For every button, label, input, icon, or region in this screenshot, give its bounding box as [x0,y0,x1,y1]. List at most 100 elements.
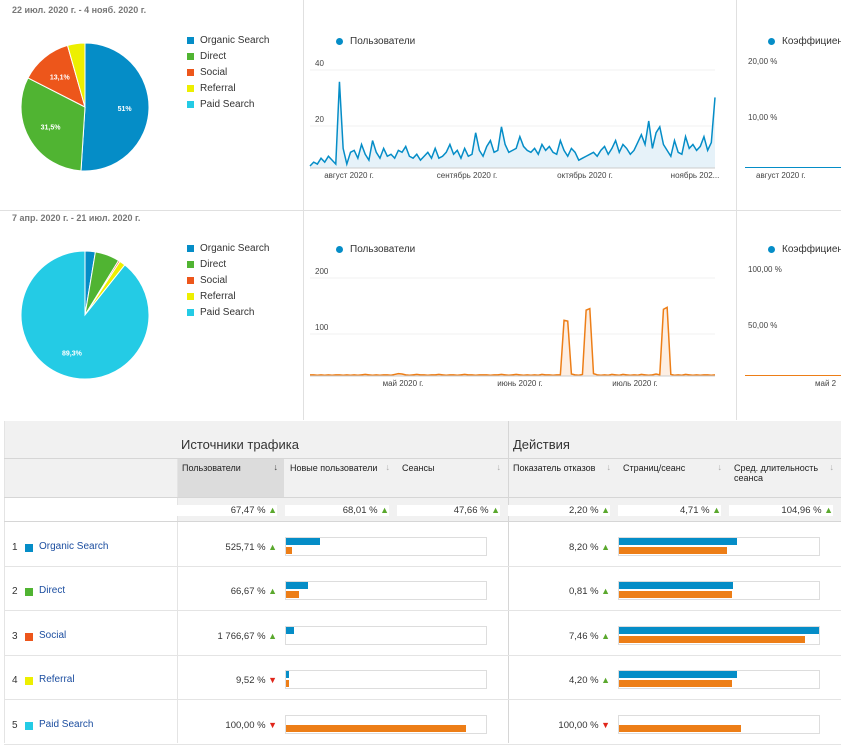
pie-slice-label: 31,5% [41,125,62,132]
channel-link[interactable]: Organic Search [39,541,109,552]
series-dot-icon [336,38,343,45]
legend-label: Organic Search [200,242,270,254]
x-tick-label: июнь 2020 г. [497,379,542,388]
metric-cell: 66,67 % ▲ [177,586,277,597]
legend-label: Organic Search [200,34,270,46]
sort-arrow-icon[interactable]: ↓ [496,462,502,472]
column-header[interactable]: Новые пользователи ↓ [286,459,396,497]
legend-item[interactable]: Referral [187,80,269,96]
comparison-bar [618,537,820,556]
metric-value: 100,00 % [558,720,599,731]
comparison-bar [618,626,820,645]
metric-value: 66,67 % [230,586,266,597]
column-header-label: Сеансы [402,463,435,473]
right-chart-line [745,167,841,168]
channel-link[interactable]: Paid Search [39,719,94,730]
pie-chart-1[interactable]: 51% 31,5% 13,1% [18,40,153,175]
y-tick-label: 200 [315,267,329,276]
pie-slice[interactable] [66,42,86,108]
series-label: Пользователи [350,244,416,255]
legend-swatch [187,68,194,76]
column-header[interactable]: Пользователи ↓ [178,459,284,497]
channel-link[interactable]: Referral [39,674,75,685]
metric-cell: 4,20 % ▲ [508,675,610,686]
arrow-up-icon: ▲ [265,631,277,641]
legend-item[interactable]: Social [187,64,269,80]
summary-cell: 68,01 % ▲ [285,505,389,516]
table-row [4,655,841,700]
pie-slice[interactable] [20,250,150,380]
period2-label: 7 апр. 2020 г. - 21 июл. 2020 г. [12,213,141,223]
legend-item[interactable]: Direct [187,48,269,64]
summary-value: 104,96 % [781,505,822,516]
chart2-series-header: Пользователи [336,244,415,255]
legend-swatch [187,52,194,60]
legend-item[interactable]: Direct [187,256,269,272]
column-header-label: Показатель отказов [513,463,596,473]
metric-cell: 9,52 % ▼ [177,675,277,686]
legend-swatch [187,244,194,252]
column-header[interactable]: Показатель отказов ↓ [509,459,617,497]
legend-label: Paid Search [200,98,255,110]
bar-previous [286,680,289,687]
table-row [4,566,841,611]
pie-slice[interactable] [80,42,150,172]
bar-previous [286,725,466,732]
pie-slice-label: 13,1% [50,74,71,81]
legend-label: Social [200,66,228,78]
pie-chart-2[interactable]: 89,3% [18,248,153,383]
comparison-bar [285,581,487,600]
y-tick: 100,00 % [748,265,782,274]
pie-slice-label: 89,3% [62,350,83,357]
summary-cell: 67,47 % ▲ [177,505,277,516]
column-header[interactable]: Сеансы ↓ [398,459,507,497]
legend-swatch [187,276,194,284]
sort-arrow-icon[interactable]: ↓ [717,462,723,472]
chart1-right-series-header: Коэффициент [768,36,841,47]
metric-cell: 100,00 % ▼ [177,720,277,731]
arrow-up-icon: ▲ [598,586,610,596]
series-line[interactable] [310,306,716,376]
metric-cell: 1 766,67 % ▲ [177,631,278,642]
metric-value: 9,52 % [236,675,266,686]
row-number: 5 [12,720,18,731]
metric-cell: 100,00 % ▼ [508,720,610,731]
x-tick: май 2 [815,379,837,388]
pie-slice[interactable] [20,77,86,172]
x-tick-label: май 2020 г. [383,379,424,388]
chart2-right-series-header: Коэффициент [768,244,841,255]
summary-value: 2,20 % [569,505,599,516]
channel-link[interactable]: Direct [39,585,66,596]
sort-arrow-icon[interactable]: ↓ [606,462,612,472]
channel-link[interactable]: Social [39,630,67,641]
bar-previous [619,636,805,643]
metric-value: 7,46 % [569,631,599,642]
legend-1: Organic Search Direct Social Referral Paid S… [187,32,269,112]
legend-item[interactable]: Referral [187,288,269,304]
group-header-traffic: Источники трафика [181,437,299,452]
line-chart-1[interactable]: 40 20 август 2020 г. сентябрь 2020 г. октябр… [305,55,725,185]
bar-current [286,538,320,545]
legend-item[interactable]: Organic Search [187,32,269,48]
legend-swatch [187,36,194,44]
bar-previous [619,680,732,687]
row-number: 3 [12,631,18,642]
y-tick-label: 100 [315,323,329,332]
series-line[interactable] [309,81,716,167]
metric-cell: 7,46 % ▲ [508,631,610,642]
comparison-bar [285,537,487,556]
y-tick-label: 40 [315,59,324,68]
line-chart-2[interactable]: 200 100 май 2020 г. июнь 2020 г. июль 2020 г… [305,263,725,393]
legend-item[interactable]: Paid Search [187,96,269,112]
x-tick-label: ноябрь 202... [671,171,720,180]
sort-arrow-icon[interactable]: ↓ [273,462,279,472]
sort-arrow-icon[interactable]: ↓ [385,462,391,472]
legend-item[interactable]: Paid Search [187,304,269,320]
legend-item[interactable]: Organic Search [187,240,269,256]
legend-item[interactable]: Social [187,272,269,288]
column-header[interactable]: Страниц/сеанс ↓ [619,459,728,497]
series-label: Коэффициент [782,244,841,255]
sort-arrow-icon[interactable]: ↓ [829,462,835,472]
bar-current [619,627,819,634]
column-header[interactable]: Сред. длительность сеанса ↓ [730,459,840,497]
